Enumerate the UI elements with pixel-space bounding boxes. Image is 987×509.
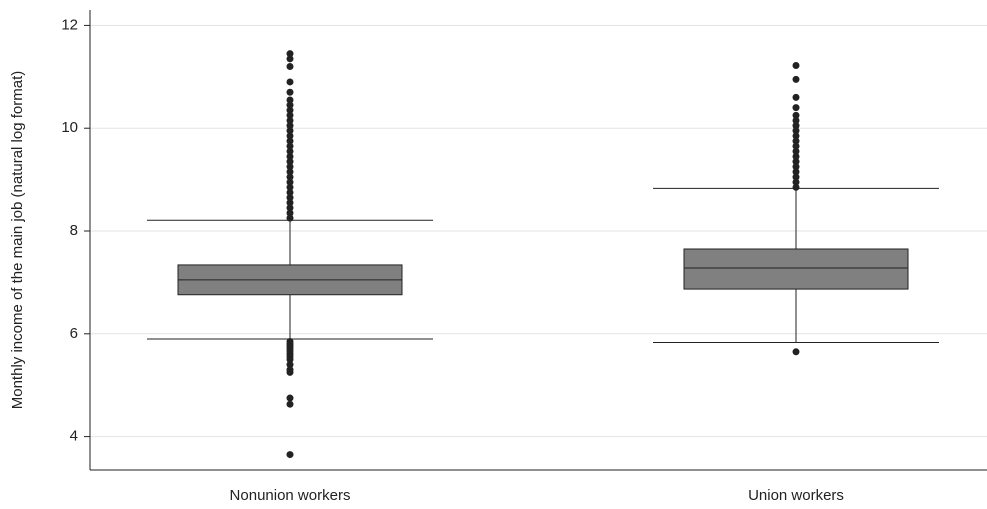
outlier bbox=[286, 127, 294, 135]
y-tick-label: 8 bbox=[70, 222, 78, 239]
outlier bbox=[792, 75, 800, 83]
y-tick-label: 10 bbox=[61, 119, 78, 136]
outlier bbox=[286, 199, 294, 207]
outlier bbox=[286, 368, 294, 376]
outlier bbox=[286, 78, 294, 86]
outlier bbox=[792, 111, 800, 119]
outlier bbox=[286, 355, 294, 363]
outlier bbox=[286, 117, 294, 125]
outlier bbox=[286, 55, 294, 63]
outlier bbox=[286, 183, 294, 191]
outlier bbox=[286, 451, 294, 459]
outlier bbox=[792, 132, 800, 140]
x-tick-label: Union workers bbox=[748, 487, 844, 504]
y-tick-label: 12 bbox=[61, 16, 78, 33]
outlier bbox=[286, 168, 294, 176]
outlier bbox=[286, 400, 294, 408]
outlier bbox=[286, 132, 294, 140]
outlier bbox=[792, 158, 800, 166]
outlier bbox=[792, 104, 800, 112]
outlier bbox=[286, 50, 294, 58]
outlier bbox=[286, 361, 294, 369]
outlier bbox=[792, 152, 800, 160]
outlier bbox=[792, 163, 800, 171]
outlier bbox=[286, 137, 294, 145]
outlier bbox=[792, 178, 800, 186]
outlier bbox=[286, 209, 294, 217]
outlier bbox=[792, 62, 800, 70]
x-tick-label: Nonunion workers bbox=[230, 487, 351, 504]
outlier bbox=[792, 127, 800, 135]
outlier bbox=[792, 183, 800, 191]
outlier bbox=[286, 178, 294, 186]
outlier bbox=[792, 348, 800, 356]
outlier bbox=[286, 204, 294, 212]
outlier bbox=[792, 137, 800, 145]
outlier bbox=[286, 88, 294, 96]
outlier bbox=[792, 122, 800, 130]
outlier bbox=[286, 106, 294, 114]
outlier bbox=[286, 188, 294, 196]
outlier bbox=[286, 122, 294, 130]
outlier bbox=[792, 147, 800, 155]
outlier bbox=[286, 147, 294, 155]
outlier bbox=[792, 142, 800, 150]
outlier bbox=[286, 142, 294, 150]
outlier bbox=[286, 111, 294, 119]
outlier bbox=[286, 214, 294, 222]
box bbox=[683, 248, 909, 290]
outlier bbox=[792, 168, 800, 176]
outlier bbox=[286, 63, 294, 71]
y-tick-label: 4 bbox=[70, 428, 78, 445]
outlier bbox=[286, 158, 294, 166]
outlier bbox=[792, 173, 800, 181]
outlier bbox=[286, 173, 294, 181]
outlier bbox=[286, 101, 294, 109]
outlier bbox=[286, 394, 294, 402]
outlier bbox=[286, 194, 294, 202]
y-axis-label: Monthly income of the main job (natural … bbox=[9, 71, 26, 410]
outlier bbox=[792, 93, 800, 101]
outlier bbox=[286, 163, 294, 171]
outlier bbox=[286, 152, 294, 160]
outlier bbox=[792, 117, 800, 125]
y-tick-label: 6 bbox=[70, 325, 78, 342]
outlier bbox=[286, 96, 294, 104]
